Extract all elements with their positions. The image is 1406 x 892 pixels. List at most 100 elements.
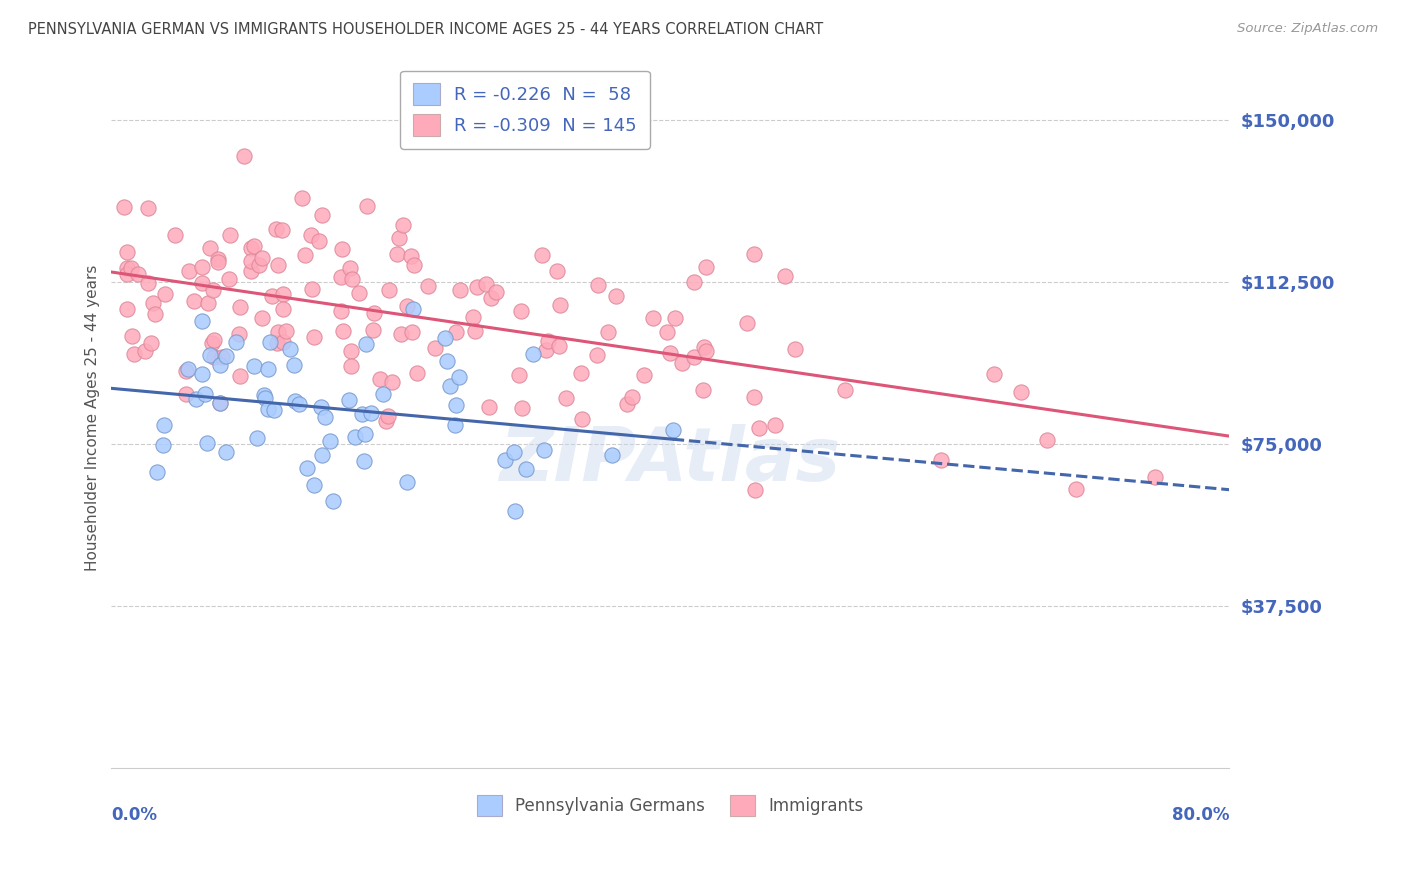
Point	[371, 387, 394, 401]
Point	[253, 388, 276, 402]
Point	[744, 246, 766, 260]
Point	[381, 376, 404, 390]
Point	[191, 368, 214, 382]
Point	[385, 247, 408, 261]
Point	[253, 391, 276, 405]
Point	[240, 241, 263, 255]
Point	[191, 314, 214, 328]
Point	[340, 272, 363, 286]
Point	[763, 418, 786, 433]
Point	[209, 396, 232, 410]
Text: ZIPAtlas: ZIPAtlas	[499, 424, 841, 497]
Point	[586, 348, 609, 362]
Point	[633, 368, 655, 383]
Point	[299, 227, 322, 242]
Point	[134, 343, 156, 358]
Point	[747, 420, 769, 434]
Point	[184, 392, 207, 407]
Point	[735, 316, 758, 330]
Point	[302, 478, 325, 492]
Point	[360, 406, 382, 420]
Point	[744, 483, 766, 497]
Point	[318, 434, 340, 448]
Point	[271, 287, 294, 301]
Point	[436, 353, 458, 368]
Point	[311, 208, 333, 222]
Point	[537, 334, 560, 348]
Point	[695, 344, 717, 359]
Point	[695, 260, 717, 274]
Point	[322, 493, 344, 508]
Point	[146, 466, 169, 480]
Point	[356, 199, 378, 213]
Text: PENNSYLVANIA GERMAN VS IMMIGRANTS HOUSEHOLDER INCOME AGES 25 - 44 YEARS CORRELAT: PENNSYLVANIA GERMAN VS IMMIGRANTS HOUSEH…	[28, 22, 824, 37]
Point	[479, 291, 502, 305]
Point	[155, 287, 177, 301]
Point	[508, 368, 530, 382]
Point	[347, 286, 370, 301]
Point	[291, 191, 314, 205]
Point	[311, 448, 333, 462]
Point	[267, 258, 290, 272]
Point	[531, 248, 554, 262]
Point	[548, 339, 571, 353]
Point	[671, 355, 693, 369]
Point	[120, 261, 142, 276]
Point	[600, 448, 623, 462]
Point	[658, 346, 681, 360]
Point	[198, 348, 221, 362]
Point	[197, 295, 219, 310]
Point	[643, 311, 665, 326]
Point	[202, 333, 225, 347]
Point	[297, 461, 319, 475]
Point	[354, 337, 377, 351]
Point	[983, 367, 1005, 381]
Point	[252, 251, 274, 265]
Point	[510, 401, 533, 415]
Point	[449, 283, 471, 297]
Point	[207, 255, 229, 269]
Point	[287, 397, 309, 411]
Point	[191, 276, 214, 290]
Point	[309, 400, 332, 414]
Point	[655, 325, 678, 339]
Point	[259, 334, 281, 349]
Point	[314, 409, 336, 424]
Point	[115, 260, 138, 275]
Point	[142, 296, 165, 310]
Point	[201, 283, 224, 297]
Point	[515, 462, 537, 476]
Point	[1036, 434, 1059, 448]
Point	[240, 254, 263, 268]
Point	[330, 242, 353, 256]
Point	[283, 359, 305, 373]
Point	[115, 267, 138, 281]
Point	[444, 398, 467, 412]
Point	[395, 475, 418, 490]
Point	[284, 394, 307, 409]
Text: 80.0%: 80.0%	[1171, 806, 1229, 824]
Point	[274, 324, 297, 338]
Point	[152, 438, 174, 452]
Point	[546, 263, 568, 277]
Point	[391, 326, 413, 341]
Point	[177, 362, 200, 376]
Point	[449, 369, 471, 384]
Point	[548, 298, 571, 312]
Point	[368, 372, 391, 386]
Point	[682, 276, 704, 290]
Point	[153, 418, 176, 433]
Point	[773, 269, 796, 284]
Point	[218, 272, 240, 286]
Point	[122, 346, 145, 360]
Point	[375, 413, 398, 427]
Point	[340, 343, 363, 358]
Point	[229, 369, 252, 384]
Point	[112, 200, 135, 214]
Point	[664, 311, 686, 326]
Point	[1010, 384, 1032, 399]
Point	[555, 391, 578, 405]
Point	[401, 302, 423, 317]
Point	[433, 331, 456, 345]
Text: Source: ZipAtlas.com: Source: ZipAtlas.com	[1237, 22, 1378, 36]
